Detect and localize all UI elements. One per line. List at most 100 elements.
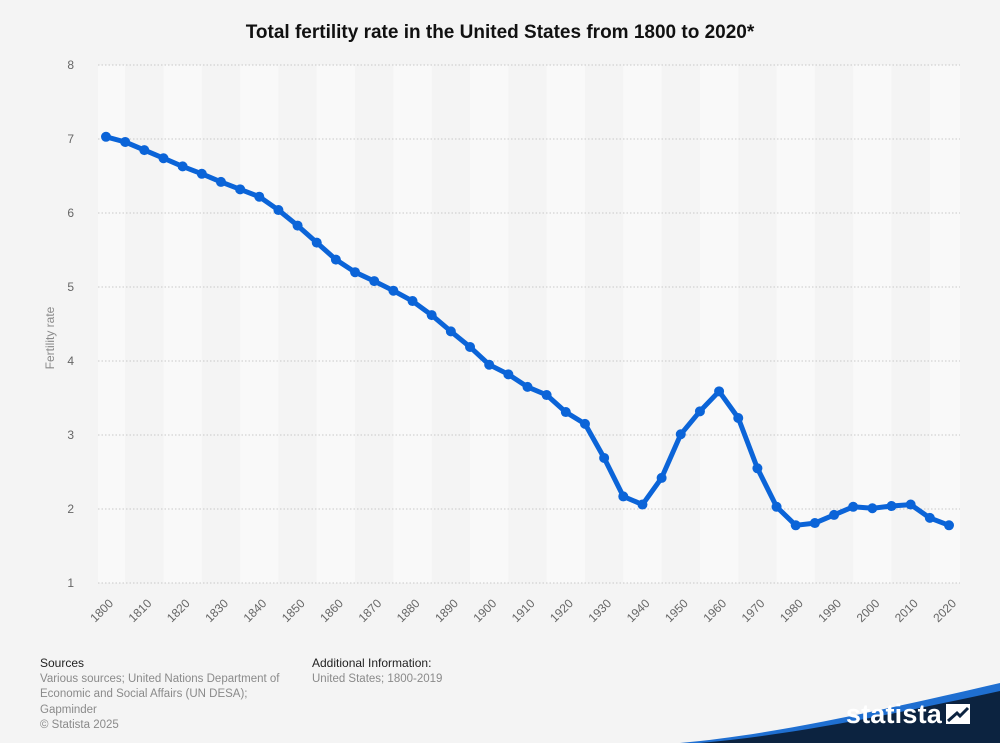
background-band	[470, 65, 509, 583]
background-band	[546, 65, 585, 583]
data-point	[675, 429, 686, 440]
x-tick-label: 1890	[432, 596, 461, 625]
background-band	[240, 65, 279, 583]
brand-swoosh	[680, 683, 1000, 743]
y-axis-label: Fertility rate	[43, 306, 57, 369]
x-tick-label: 1820	[164, 596, 193, 625]
data-point	[350, 267, 361, 278]
background-band	[98, 65, 126, 583]
chart-background-bands	[98, 65, 960, 583]
data-point	[599, 452, 610, 463]
y-tick-label: 8	[67, 58, 74, 72]
x-tick-label: 2020	[930, 596, 959, 625]
data-point	[235, 184, 246, 195]
x-tick-label: 1850	[279, 596, 308, 625]
data-point	[426, 310, 437, 321]
x-tick-label: 2000	[854, 596, 883, 625]
background-band	[316, 65, 356, 583]
background-band	[393, 65, 432, 583]
sources-line: Various sources; United Nations Departme…	[40, 672, 280, 685]
data-point	[369, 276, 380, 287]
additional-info-text: United States; 1800-2019	[312, 672, 443, 685]
y-tick-label: 7	[67, 132, 74, 146]
data-point	[196, 168, 207, 179]
data-point	[790, 520, 801, 531]
data-point	[809, 518, 820, 529]
data-point	[752, 463, 763, 474]
sources-heading: Sources	[40, 656, 85, 670]
data-point	[330, 254, 341, 265]
data-point	[618, 491, 629, 502]
sources-line: Economic and Social Affairs (UN DESA);	[40, 688, 248, 700]
background-band	[699, 65, 739, 583]
x-tick-label: 1960	[700, 596, 729, 625]
y-tick-label: 4	[67, 354, 74, 368]
data-point	[215, 176, 226, 187]
background-band	[776, 65, 815, 583]
data-point	[637, 499, 648, 510]
statista-branding[interactable]: statista	[680, 673, 1000, 743]
x-tick-label: 1950	[662, 596, 691, 625]
x-tick-label: 1830	[202, 596, 231, 625]
x-tick-label: 2010	[892, 596, 921, 625]
y-tick-label: 6	[67, 206, 74, 220]
additional-info-heading: Additional Information:	[312, 656, 432, 670]
additional-info-block: Additional Information: United States; 1…	[312, 656, 532, 687]
data-point	[541, 390, 552, 401]
copyright: © Statista 2025	[40, 719, 119, 731]
x-tick-label: 1920	[547, 596, 576, 625]
background-band	[853, 65, 892, 583]
data-point	[101, 131, 111, 142]
x-tick-label: 1930	[585, 596, 614, 625]
y-tick-label: 3	[67, 428, 74, 442]
data-point	[388, 285, 399, 296]
data-point	[694, 406, 705, 417]
data-point	[848, 501, 859, 512]
data-point	[503, 369, 514, 380]
y-tick-label: 2	[67, 502, 74, 516]
x-tick-label: 1860	[317, 596, 346, 625]
data-point	[560, 407, 571, 418]
data-point	[771, 501, 782, 512]
data-point	[445, 326, 456, 337]
background-band	[929, 65, 960, 583]
data-point	[139, 145, 150, 156]
x-axis-ticks: 1800 1810 1820 1830 1840 1850 1860 1870 1880 1890…	[87, 596, 959, 625]
chart-gridlines	[98, 64, 960, 584]
chart-title: Total fertility rate in the United State…	[245, 22, 755, 43]
y-tick-label: 1	[67, 576, 74, 590]
statista-logo-text: statista	[845, 699, 942, 729]
data-point	[273, 205, 284, 216]
sources-block: Sources Various sources; United Nations …	[40, 656, 310, 734]
line-chart: 1 2 3 4 5 6 7 8 1800 1810 1820 1830 1840 1850 1860 187…	[43, 58, 960, 625]
data-point	[311, 237, 322, 248]
data-point	[886, 501, 897, 512]
data-point	[905, 499, 916, 510]
x-tick-label: 1970	[739, 596, 768, 625]
data-point	[292, 220, 303, 231]
data-point	[254, 191, 265, 202]
y-axis-ticks: 1 2 3 4 5 6 7 8	[67, 58, 74, 590]
x-tick-label: 1910	[509, 596, 538, 625]
data-point	[120, 136, 131, 147]
x-tick-label: 1800	[87, 596, 116, 625]
x-tick-label: 1990	[815, 596, 844, 625]
data-point	[465, 341, 476, 352]
data-point	[924, 512, 935, 523]
data-point	[656, 472, 667, 483]
background-band	[163, 65, 202, 583]
data-point	[177, 161, 188, 172]
data-point	[867, 503, 878, 514]
data-point	[829, 509, 840, 520]
statista-logo-icon	[946, 704, 970, 724]
sources-line: Gapminder	[40, 703, 97, 716]
data-point	[714, 386, 725, 397]
x-tick-label: 1870	[356, 596, 385, 625]
x-tick-label: 1810	[126, 596, 155, 625]
data-point	[944, 520, 954, 531]
series-line	[103, 134, 952, 528]
data-point	[158, 153, 169, 164]
x-tick-label: 1940	[624, 596, 653, 625]
x-tick-label: 1900	[471, 596, 500, 625]
data-point	[484, 359, 495, 370]
